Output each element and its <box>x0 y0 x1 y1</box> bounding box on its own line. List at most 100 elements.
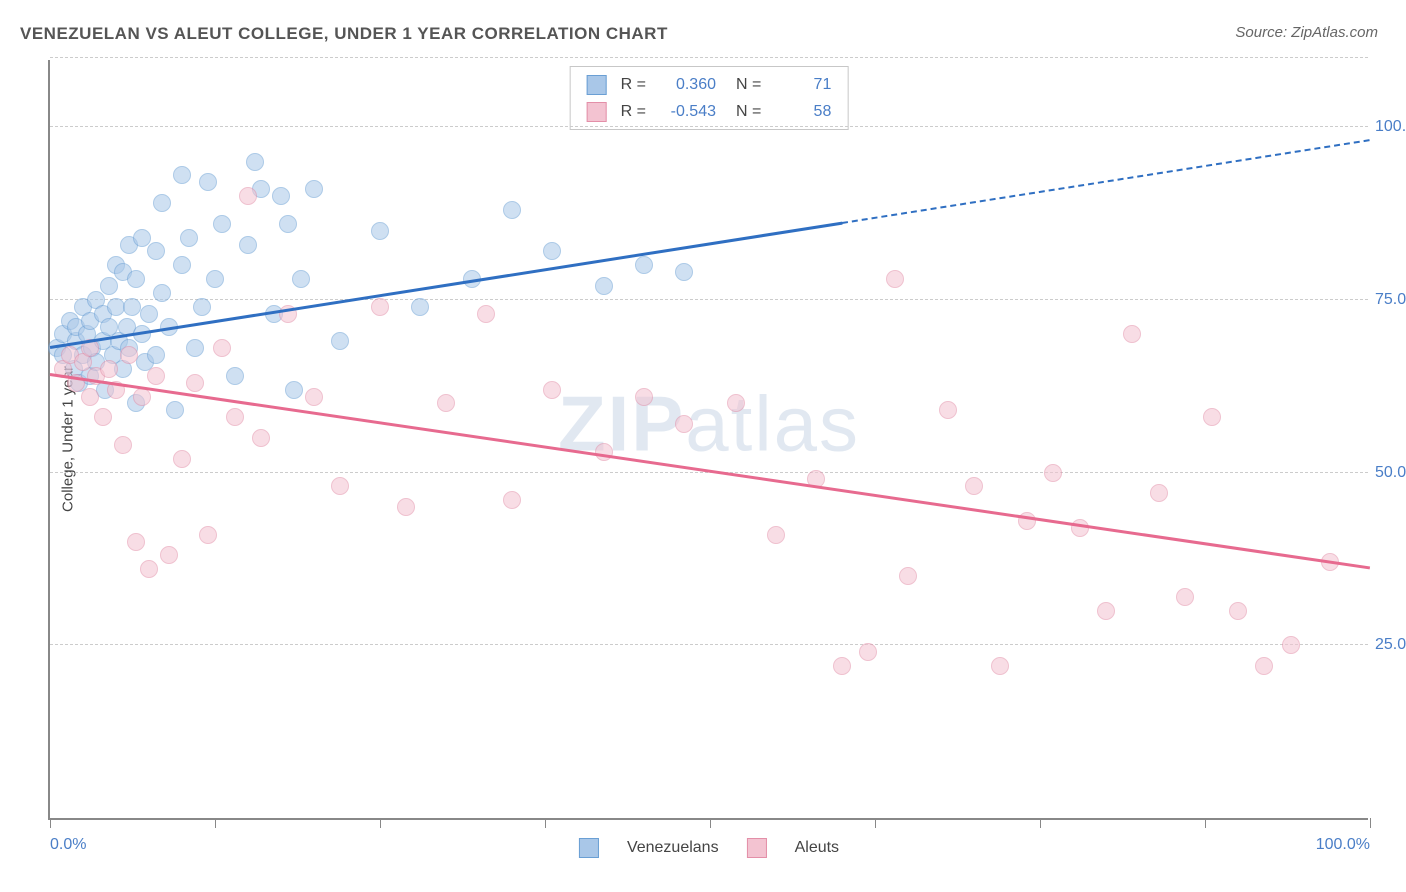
r-label: R = <box>621 98 646 125</box>
watermark-light: atlas <box>685 379 860 467</box>
scatter-point <box>199 526 217 544</box>
scatter-point <box>1071 519 1089 537</box>
scatter-point <box>140 305 158 323</box>
n-value-venezuelans: 71 <box>775 71 831 98</box>
scatter-point <box>1044 464 1062 482</box>
n-label: N = <box>736 71 761 98</box>
scatter-point <box>206 270 224 288</box>
legend-row-aleuts: R = -0.543 N = 58 <box>587 98 832 125</box>
scatter-point <box>899 567 917 585</box>
scatter-point <box>173 256 191 274</box>
scatter-point <box>147 346 165 364</box>
scatter-point <box>173 166 191 184</box>
scatter-point <box>140 560 158 578</box>
x-tick <box>380 818 381 828</box>
scatter-point <box>193 298 211 316</box>
scatter-point <box>1176 588 1194 606</box>
scatter-point <box>94 408 112 426</box>
scatter-point <box>1203 408 1221 426</box>
swatch-venezuelans <box>587 75 607 95</box>
scatter-point <box>1097 602 1115 620</box>
scatter-point <box>331 332 349 350</box>
y-tick-label: 75.0% <box>1375 291 1406 309</box>
x-tick <box>50 818 51 828</box>
scatter-point <box>543 381 561 399</box>
gridline <box>50 299 1368 300</box>
correlation-legend: R = 0.360 N = 71 R = -0.543 N = 58 <box>570 66 849 130</box>
scatter-point <box>727 394 745 412</box>
scatter-point <box>285 381 303 399</box>
series-legend: Venezuelans Aleuts <box>579 838 839 858</box>
scatter-point <box>939 401 957 419</box>
scatter-point <box>305 388 323 406</box>
scatter-point <box>635 256 653 274</box>
scatter-point <box>965 477 983 495</box>
scatter-point <box>226 408 244 426</box>
gridline <box>50 57 1368 58</box>
scatter-point <box>675 263 693 281</box>
scatter-point <box>272 187 290 205</box>
scatter-point <box>100 277 118 295</box>
trend-line-dashed <box>842 139 1370 224</box>
y-tick-label: 25.0% <box>1375 636 1406 654</box>
scatter-point <box>292 270 310 288</box>
scatter-point <box>120 346 138 364</box>
swatch-aleuts-bottom <box>747 838 767 858</box>
scatter-point <box>127 533 145 551</box>
x-tick <box>875 818 876 828</box>
x-tick-label: 100.0% <box>1316 836 1370 854</box>
scatter-point <box>767 526 785 544</box>
scatter-point <box>991 657 1009 675</box>
r-value-aleuts: -0.543 <box>660 98 716 125</box>
scatter-point <box>279 215 297 233</box>
scatter-point <box>595 443 613 461</box>
scatter-point <box>173 450 191 468</box>
scatter-point <box>331 477 349 495</box>
source-attribution: Source: ZipAtlas.com <box>1235 24 1378 41</box>
scatter-point <box>153 284 171 302</box>
n-label: N = <box>736 98 761 125</box>
scatter-point <box>859 643 877 661</box>
scatter-point <box>833 657 851 675</box>
gridline <box>50 644 1368 645</box>
scatter-point <box>1150 484 1168 502</box>
scatter-point <box>147 367 165 385</box>
scatter-point <box>1255 657 1273 675</box>
scatter-point <box>213 339 231 357</box>
x-tick-label: 0.0% <box>50 836 86 854</box>
scatter-point <box>595 277 613 295</box>
chart-container: VENEZUELAN VS ALEUT COLLEGE, UNDER 1 YEA… <box>0 0 1406 892</box>
legend-row-venezuelans: R = 0.360 N = 71 <box>587 71 832 98</box>
scatter-point <box>543 242 561 260</box>
scatter-point <box>477 305 495 323</box>
scatter-point <box>100 360 118 378</box>
trend-line <box>50 221 842 348</box>
plot-area: College, Under 1 year ZIPatlas R = 0.360… <box>48 60 1368 820</box>
scatter-point <box>127 270 145 288</box>
r-label: R = <box>621 71 646 98</box>
scatter-point <box>160 546 178 564</box>
scatter-point <box>305 180 323 198</box>
scatter-point <box>166 401 184 419</box>
scatter-point <box>114 436 132 454</box>
n-value-aleuts: 58 <box>775 98 831 125</box>
source-name: ZipAtlas.com <box>1291 24 1378 41</box>
x-tick <box>1205 818 1206 828</box>
scatter-point <box>1282 636 1300 654</box>
r-value-venezuelans: 0.360 <box>660 71 716 98</box>
scatter-point <box>1123 325 1141 343</box>
scatter-point <box>371 298 389 316</box>
scatter-point <box>503 201 521 219</box>
x-tick <box>215 818 216 828</box>
scatter-point <box>675 415 693 433</box>
x-tick <box>1040 818 1041 828</box>
watermark-bold: ZIP <box>558 379 685 467</box>
x-tick <box>545 818 546 828</box>
scatter-point <box>213 215 231 233</box>
scatter-point <box>123 298 141 316</box>
scatter-point <box>133 388 151 406</box>
scatter-point <box>153 194 171 212</box>
gridline <box>50 126 1368 127</box>
scatter-point <box>186 339 204 357</box>
scatter-point <box>180 229 198 247</box>
